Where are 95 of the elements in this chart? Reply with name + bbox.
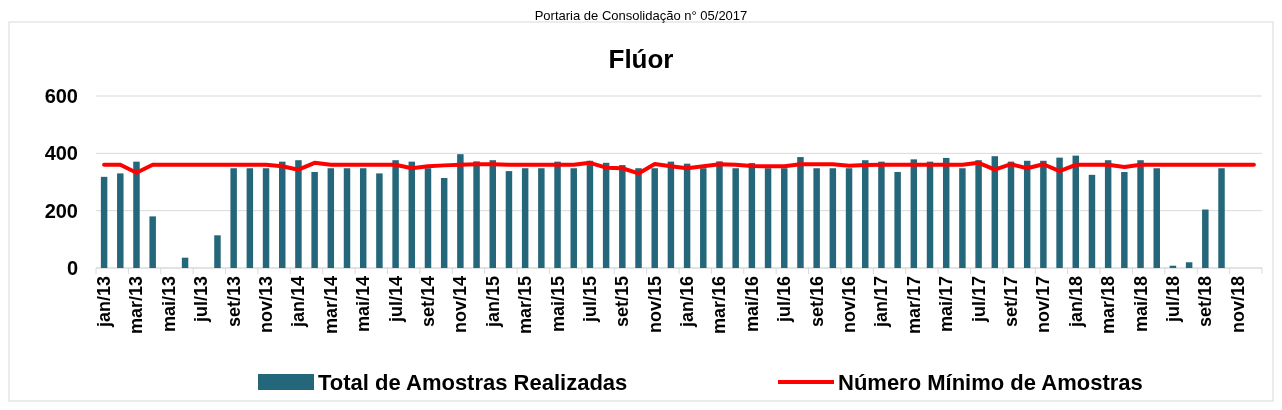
bar bbox=[149, 216, 156, 268]
x-tick-label: nov/15 bbox=[644, 276, 665, 334]
chart-title: Flúor bbox=[608, 44, 674, 74]
bar bbox=[829, 168, 837, 268]
bar bbox=[440, 177, 448, 268]
x-tick-label: set/18 bbox=[1195, 276, 1216, 328]
x-tick-label: jan/15 bbox=[482, 276, 503, 329]
y-tick-label: 400 bbox=[44, 142, 78, 165]
x-tick-label: mai/17 bbox=[936, 276, 957, 333]
bar bbox=[1056, 157, 1063, 268]
bar bbox=[262, 168, 270, 268]
text: Portaria de Consolidação n° 05/2017 bbox=[534, 8, 748, 23]
bar bbox=[327, 168, 335, 268]
bar bbox=[1088, 174, 1096, 268]
bar bbox=[1121, 171, 1128, 268]
bar bbox=[764, 168, 772, 268]
x-tick-label: jul/14 bbox=[385, 276, 406, 324]
bar bbox=[700, 168, 707, 268]
x-tick-label: mai/16 bbox=[741, 276, 762, 333]
bar bbox=[133, 161, 140, 268]
x-tick-label: nov/17 bbox=[1033, 276, 1054, 334]
bar bbox=[716, 161, 723, 268]
bar bbox=[424, 168, 432, 268]
bar bbox=[959, 168, 966, 268]
bar bbox=[813, 168, 820, 268]
bar bbox=[1185, 262, 1193, 268]
bar bbox=[457, 154, 464, 268]
bar bbox=[732, 168, 739, 268]
bar bbox=[295, 160, 302, 268]
x-tick-label: nov/18 bbox=[1227, 276, 1248, 334]
x-tick-label: jul/17 bbox=[968, 276, 989, 324]
x-tick-label: mai/15 bbox=[547, 276, 568, 333]
y-tick-label: 200 bbox=[44, 199, 78, 222]
bar bbox=[214, 235, 221, 268]
x-tick-label: mai/14 bbox=[353, 276, 374, 333]
bar bbox=[100, 176, 108, 268]
bar bbox=[619, 165, 626, 268]
x-tick-label: mai/13 bbox=[158, 276, 179, 333]
x-tick-label: jan/18 bbox=[1065, 276, 1086, 329]
bar bbox=[392, 160, 399, 268]
bar bbox=[117, 173, 124, 268]
legend-label: Total de Amostras Realizadas bbox=[318, 369, 628, 395]
bar bbox=[343, 168, 351, 268]
bar bbox=[554, 161, 561, 268]
bar bbox=[311, 171, 318, 268]
bar bbox=[651, 168, 658, 268]
bar bbox=[473, 161, 480, 268]
bar bbox=[781, 168, 788, 268]
x-tick-label: jan/13 bbox=[94, 276, 115, 329]
x-tick-label: jul/13 bbox=[191, 276, 212, 324]
x-tick-label: set/15 bbox=[612, 276, 633, 328]
x-tick-label: mar/14 bbox=[320, 276, 341, 335]
x-tick-label: jan/16 bbox=[677, 276, 698, 329]
y-tick-label: 600 bbox=[44, 85, 78, 107]
x-tick-label: set/17 bbox=[1000, 276, 1021, 328]
bar bbox=[246, 168, 254, 268]
x-tick-label: jan/14 bbox=[288, 276, 309, 329]
bar bbox=[181, 257, 189, 268]
bar bbox=[538, 168, 545, 268]
bar bbox=[894, 171, 901, 268]
bar bbox=[845, 168, 853, 268]
x-tick-label: mai/18 bbox=[1130, 276, 1151, 333]
bar bbox=[1153, 168, 1160, 268]
x-tick-label: mar/17 bbox=[903, 276, 924, 335]
x-tick-label: mar/18 bbox=[1098, 276, 1119, 335]
x-tick-label: nov/16 bbox=[839, 276, 860, 334]
line-series bbox=[102, 160, 1256, 176]
bar bbox=[797, 157, 804, 268]
x-tick-label: jul/18 bbox=[1162, 276, 1183, 324]
bar bbox=[878, 161, 885, 268]
x-tick-label: nov/14 bbox=[450, 276, 471, 334]
x-tick-label: set/13 bbox=[223, 276, 244, 328]
x-tick-label: jan/17 bbox=[871, 276, 892, 329]
bar bbox=[230, 168, 237, 268]
x-tick-label: mar/13 bbox=[126, 276, 147, 335]
x-tick-label: jul/15 bbox=[579, 276, 600, 324]
bar bbox=[521, 168, 529, 268]
x-tick-label: nov/13 bbox=[256, 276, 277, 334]
x-tick-label: jul/16 bbox=[774, 276, 795, 324]
bar bbox=[1202, 209, 1209, 268]
bar bbox=[570, 168, 577, 268]
bar bbox=[635, 168, 642, 268]
bar bbox=[1218, 168, 1225, 268]
bar bbox=[359, 168, 367, 268]
y-tick-label: 0 bbox=[66, 257, 78, 279]
x-tick-label: mar/15 bbox=[515, 276, 536, 335]
bar bbox=[376, 173, 383, 268]
x-tick-label: mar/16 bbox=[709, 276, 730, 335]
x-tick-label: set/16 bbox=[806, 276, 827, 328]
x-tick-label: set/14 bbox=[417, 276, 438, 328]
bar bbox=[975, 160, 982, 268]
bar bbox=[1137, 160, 1144, 268]
bar bbox=[505, 171, 513, 268]
bar bbox=[1040, 160, 1047, 268]
legend-label: Número Mínimo de Amostras bbox=[838, 369, 1143, 395]
